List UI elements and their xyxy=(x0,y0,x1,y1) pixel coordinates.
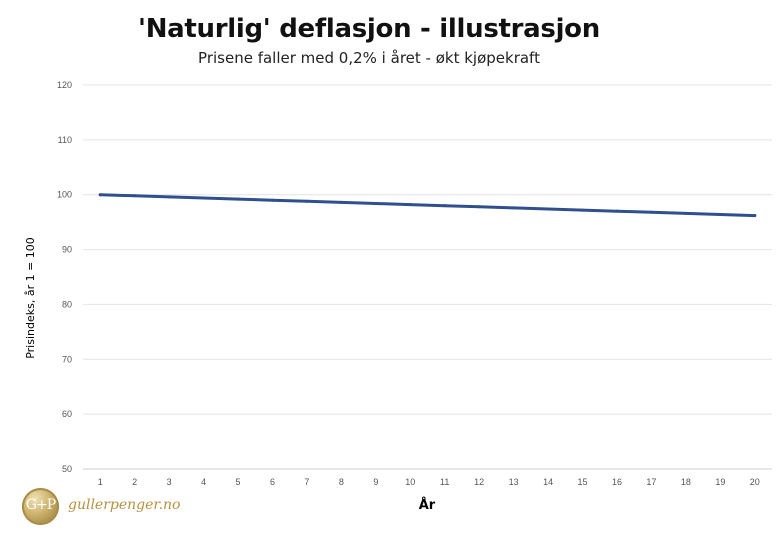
x-tick-label: 3 xyxy=(167,477,172,487)
y-tick-label: 120 xyxy=(57,80,72,90)
y-tick-labels: 50 60 70 80 90 100 110 120 xyxy=(57,80,72,474)
x-tick-label: 16 xyxy=(612,477,622,487)
x-tick-label: 4 xyxy=(201,477,206,487)
data-point xyxy=(684,211,688,215)
data-point xyxy=(408,203,412,207)
x-tick-label: 9 xyxy=(373,477,378,487)
data-point xyxy=(477,205,481,209)
data-point xyxy=(615,209,619,213)
x-tick-label: 13 xyxy=(509,477,519,487)
data-point xyxy=(98,193,102,197)
x-tick-label: 6 xyxy=(270,477,275,487)
data-point xyxy=(546,207,550,211)
chart-subtitle: Prisene faller med 0,2% i året - økt kjø… xyxy=(198,49,540,67)
x-tick-label: 20 xyxy=(750,477,760,487)
x-tick-label: 12 xyxy=(474,477,484,487)
brand-link[interactable]: gullerpenger.no xyxy=(68,497,181,513)
x-tick-label: 11 xyxy=(440,477,449,487)
data-point xyxy=(718,212,722,216)
y-tick-label: 70 xyxy=(62,354,72,364)
series-group xyxy=(98,193,757,218)
x-tick-label: 2 xyxy=(132,477,137,487)
data-point xyxy=(339,200,343,204)
data-point xyxy=(133,194,137,198)
data-point xyxy=(581,208,585,212)
data-point xyxy=(236,197,240,201)
logo-icon: G+P xyxy=(22,488,59,525)
y-tick-label: 100 xyxy=(57,190,72,200)
data-point xyxy=(753,214,757,218)
y-axis-title: Prisindeks, år 1 = 100 xyxy=(24,237,37,359)
data-point xyxy=(270,198,274,202)
y-tick-label: 60 xyxy=(62,409,72,419)
x-tick-labels: 1 2 3 4 5 6 7 8 9 10 11 12 13 14 15 16 17 18 19 20 xyxy=(98,477,760,487)
logo-letters: G+P xyxy=(25,497,56,513)
x-tick-label: 8 xyxy=(339,477,344,487)
data-point xyxy=(512,206,516,210)
data-point xyxy=(202,196,206,200)
data-point xyxy=(167,195,171,199)
x-tick-label: 5 xyxy=(236,477,241,487)
x-tick-label: 1 xyxy=(98,477,103,487)
x-tick-label: 17 xyxy=(646,477,656,487)
x-axis-title: År xyxy=(419,497,436,513)
x-tick-label: 15 xyxy=(578,477,588,487)
x-tick-label: 18 xyxy=(681,477,691,487)
data-point xyxy=(443,204,447,208)
data-point xyxy=(374,201,378,205)
y-tick-label: 90 xyxy=(62,245,72,255)
x-tick-label: 7 xyxy=(304,477,309,487)
data-point xyxy=(649,210,653,214)
series-line xyxy=(98,193,757,218)
x-tick-label: 14 xyxy=(543,477,553,487)
x-tick-label: 19 xyxy=(715,477,725,487)
y-tick-label: 110 xyxy=(58,135,72,145)
gridlines xyxy=(83,84,772,470)
x-tick-label: 10 xyxy=(405,477,415,487)
chart-title: 'Naturlig' deflasjon - illustrasjon xyxy=(138,14,600,44)
y-tick-label: 50 xyxy=(62,464,72,474)
y-tick-label: 80 xyxy=(62,299,72,309)
data-point xyxy=(305,199,309,203)
